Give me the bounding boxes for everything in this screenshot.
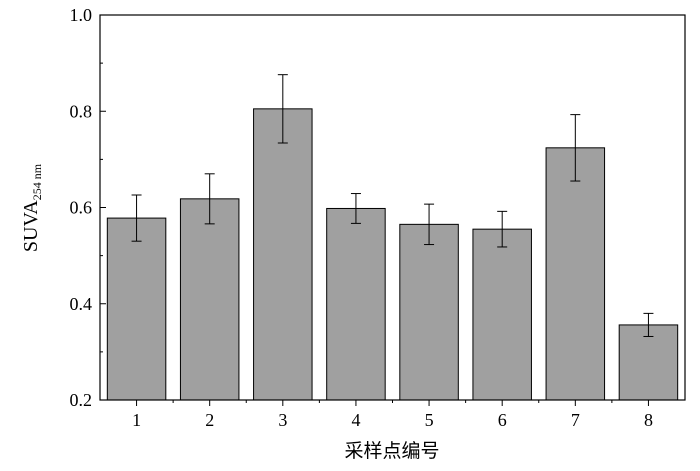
y-ticks: 0.2 0.4 0.6 0.8 1.0 xyxy=(70,5,106,410)
y-axis-label-main: SUVA xyxy=(20,200,42,252)
error-bars xyxy=(131,74,654,337)
y-tick-label: 0.2 xyxy=(70,390,93,410)
y-axis-label-sub: 254 nm xyxy=(30,163,44,200)
bars xyxy=(106,108,679,401)
bar-5 xyxy=(399,223,459,401)
x-tick-label-6: 6 xyxy=(498,410,507,430)
y-tick-label: 1.0 xyxy=(70,5,93,25)
bar-7 xyxy=(545,147,606,401)
x-axis-label: 采样点编号 xyxy=(344,440,439,462)
y-tick-label: 0.8 xyxy=(70,101,93,121)
bar-6 xyxy=(472,228,532,401)
x-tick-label-2: 2 xyxy=(205,410,214,430)
bar-8 xyxy=(618,324,679,401)
y-tick-label: 0.4 xyxy=(70,294,93,314)
bar-3 xyxy=(253,108,313,401)
y-axis-label: SUVA254 nm xyxy=(20,163,44,252)
y-tick-label: 0.6 xyxy=(70,198,93,218)
x-tick-label-5: 5 xyxy=(425,410,434,430)
x-ticks: 1 2 3 4 5 6 7 8 xyxy=(132,400,653,430)
x-tick-label-7: 7 xyxy=(571,410,580,430)
x-tick-label-1: 1 xyxy=(132,410,141,430)
x-tick-label-3: 3 xyxy=(278,410,287,430)
x-tick-label-4: 4 xyxy=(351,410,360,430)
bar-2 xyxy=(179,198,240,401)
bar-4 xyxy=(326,207,386,401)
x-tick-label-8: 8 xyxy=(644,410,653,430)
bar-1 xyxy=(106,217,167,401)
